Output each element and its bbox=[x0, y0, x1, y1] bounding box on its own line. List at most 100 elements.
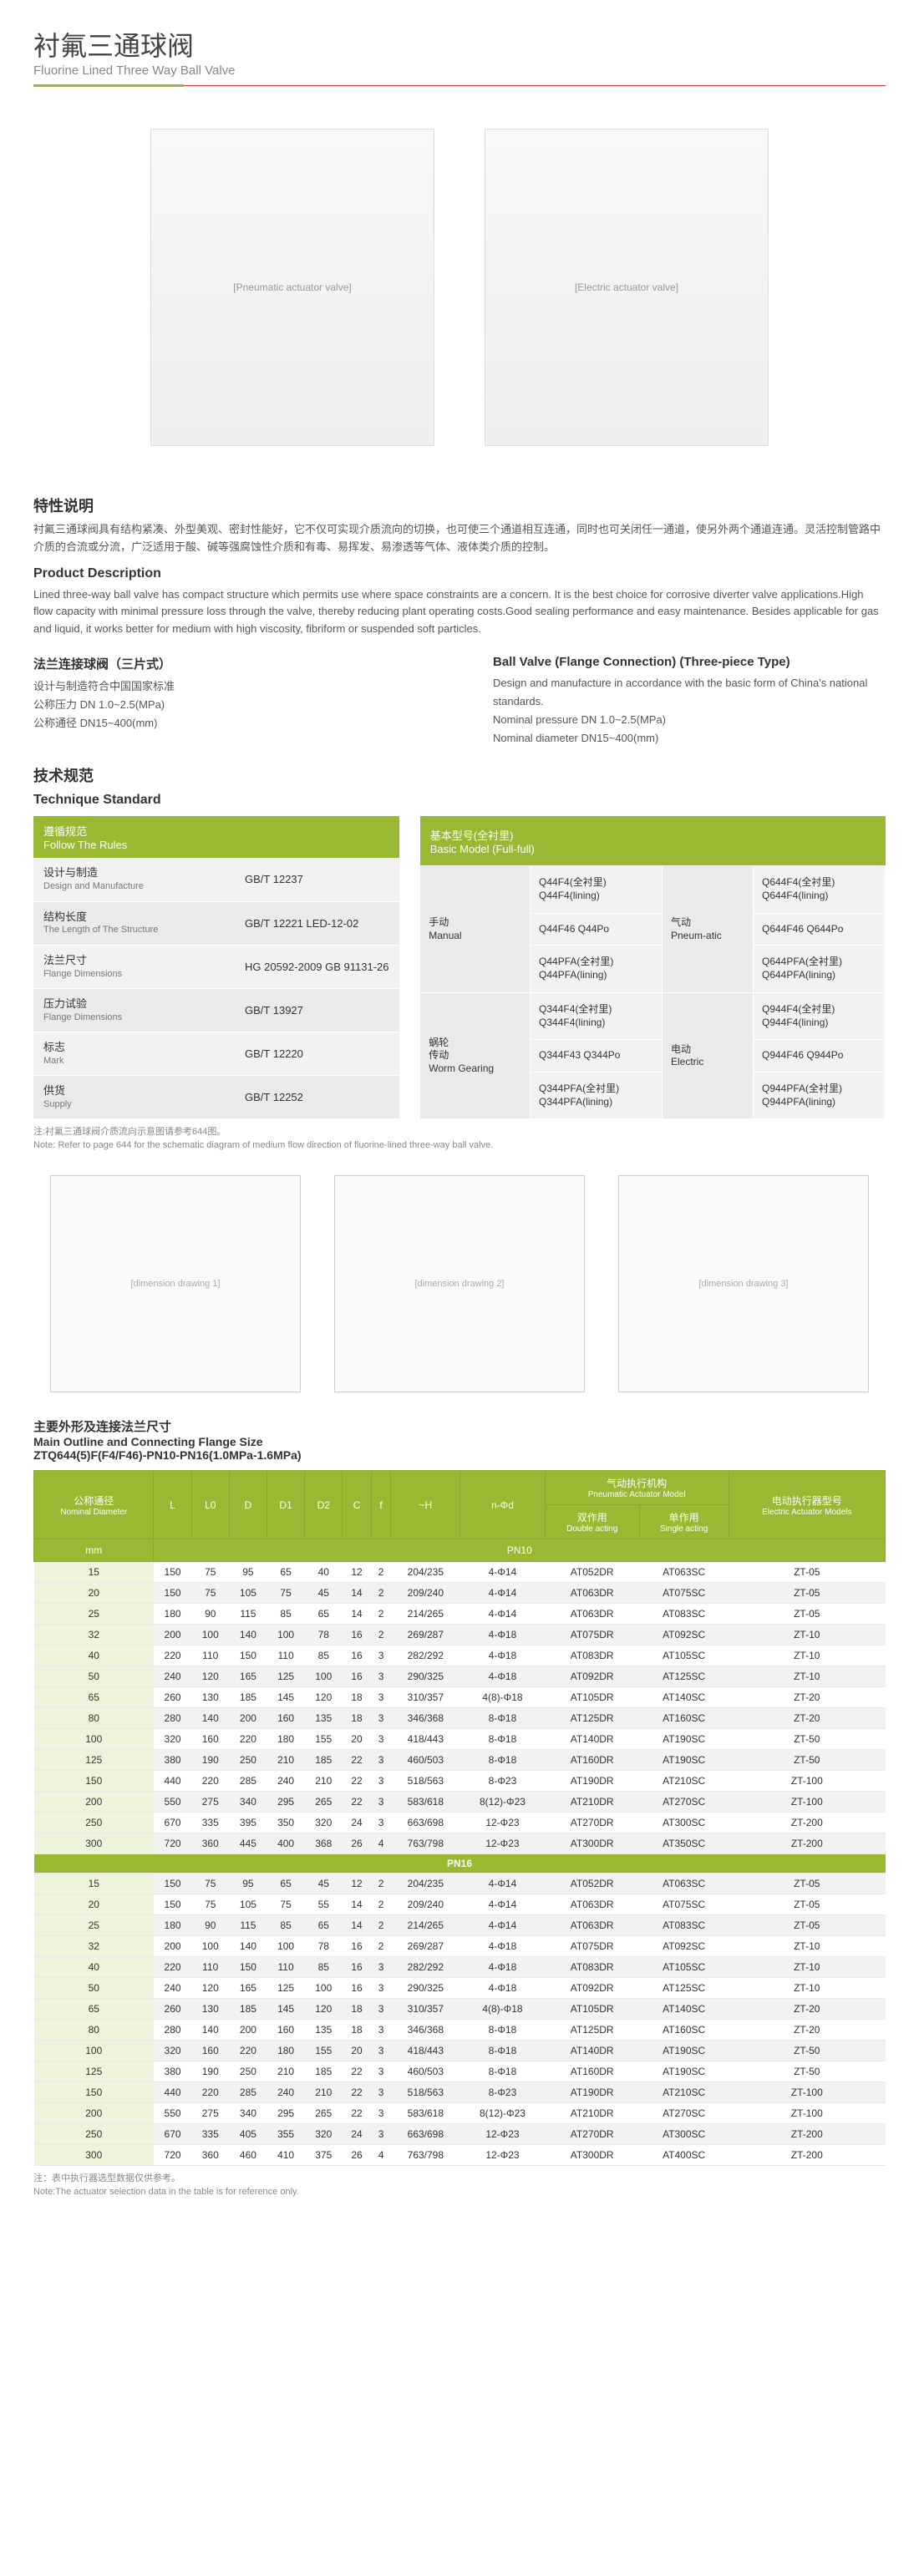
table-row: 150440220285240210223518/5638-Φ23AT190DR… bbox=[34, 1771, 886, 1792]
table-cell: 200 bbox=[154, 1936, 191, 1957]
table-cell: 22 bbox=[343, 2061, 371, 2082]
table-cell: 275 bbox=[191, 1792, 229, 1813]
table-cell: 85 bbox=[305, 1645, 343, 1666]
table-cell: 335 bbox=[191, 1813, 229, 1833]
table-cell: 155 bbox=[305, 2041, 343, 2061]
table-cell: 3 bbox=[371, 1813, 391, 1833]
table-cell: 180 bbox=[154, 1604, 191, 1625]
table-cell: 80 bbox=[34, 1708, 154, 1729]
table-cell: AT270DR bbox=[545, 2124, 639, 2145]
table-cell: AT270DR bbox=[545, 1813, 639, 1833]
flange-left-l0: 设计与制造符合中国国家标准 bbox=[33, 677, 426, 696]
model-cell: Q944F4(全衬里) Q944F4(lining) bbox=[754, 992, 886, 1040]
flange-left-l1: 公称压力 DN 1.0~2.5(MPa) bbox=[33, 696, 426, 714]
flange-right-l0: Design and manufacture in accordance wit… bbox=[493, 674, 886, 711]
table-row: 3220010014010078162269/2874-Φ18AT075DRAT… bbox=[34, 1625, 886, 1645]
table-cell: 340 bbox=[229, 2103, 267, 2124]
table-cell: 32 bbox=[34, 1936, 154, 1957]
rules-value: GB/T 12221 LED-12-02 bbox=[235, 901, 399, 945]
table-cell: AT210SC bbox=[639, 2082, 729, 2103]
table-row: 250670335405355320243663/69812-Φ23AT270D… bbox=[34, 2124, 886, 2145]
table-cell: ZT-05 bbox=[729, 1604, 885, 1625]
table-cell: 8-Φ18 bbox=[460, 1729, 545, 1750]
table-cell: 3 bbox=[371, 1729, 391, 1750]
table-cell: 12-Φ23 bbox=[460, 2145, 545, 2166]
table-cell: AT160DR bbox=[545, 2061, 639, 2082]
table-cell: 185 bbox=[229, 1687, 267, 1708]
table-cell: ZT-05 bbox=[729, 1915, 885, 1936]
product-images: [Pneumatic actuator valve] [Electric act… bbox=[33, 104, 886, 479]
table-cell: 209/240 bbox=[391, 1583, 460, 1604]
rules-value: GB/T 12237 bbox=[235, 858, 399, 901]
table-cell: 65 bbox=[267, 1562, 305, 1583]
table-cell: 220 bbox=[229, 1729, 267, 1750]
table-cell: 395 bbox=[229, 1813, 267, 1833]
table-cell: ZT-100 bbox=[729, 1792, 885, 1813]
table-cell: 12-Φ23 bbox=[460, 1813, 545, 1833]
table-cell: 20 bbox=[34, 1583, 154, 1604]
table-cell: ZT-05 bbox=[729, 1894, 885, 1915]
table-row: 100320160220180155203418/4438-Φ18AT140DR… bbox=[34, 2041, 886, 2061]
table-cell: 583/618 bbox=[391, 1792, 460, 1813]
table-cell: 85 bbox=[267, 1915, 305, 1936]
table-cell: 269/287 bbox=[391, 1625, 460, 1645]
product-image-right: [Electric actuator valve] bbox=[485, 129, 769, 446]
table-cell: 180 bbox=[267, 1729, 305, 1750]
table-cell: 18 bbox=[343, 2020, 371, 2041]
table-cell: 165 bbox=[229, 1978, 267, 1999]
table-cell: AT210SC bbox=[639, 1771, 729, 1792]
th-col: D bbox=[229, 1471, 267, 1539]
table-cell: 75 bbox=[191, 1583, 229, 1604]
table-cell: AT160DR bbox=[545, 1750, 639, 1771]
table-cell: 200 bbox=[229, 1708, 267, 1729]
table-row: 250670335395350320243663/69812-Φ23AT270D… bbox=[34, 1813, 886, 1833]
table-cell: 150 bbox=[34, 1771, 154, 1792]
table-cell: 50 bbox=[34, 1978, 154, 1999]
table-cell: 340 bbox=[229, 1792, 267, 1813]
table-cell: 265 bbox=[305, 2103, 343, 2124]
table-cell: 115 bbox=[229, 1604, 267, 1625]
table-row: 65260130185145120183310/3574(8)-Φ18AT105… bbox=[34, 1687, 886, 1708]
table-cell: 22 bbox=[343, 1750, 371, 1771]
model-cell: Q44F46 Q44Po bbox=[531, 913, 663, 945]
table-cell: 368 bbox=[305, 1833, 343, 1854]
table-cell: 335 bbox=[191, 2124, 229, 2145]
table-cell: 150 bbox=[154, 1583, 191, 1604]
table-cell: 346/368 bbox=[391, 1708, 460, 1729]
table-cell: AT092SC bbox=[639, 1936, 729, 1957]
table-cell: 4-Φ14 bbox=[460, 1894, 545, 1915]
table-cell: 120 bbox=[191, 1978, 229, 1999]
table-cell: AT125DR bbox=[545, 2020, 639, 2041]
table-cell: 8(12)-Φ23 bbox=[460, 1792, 545, 1813]
table-cell: 204/235 bbox=[391, 1874, 460, 1894]
table-cell: 120 bbox=[191, 1666, 229, 1687]
table-cell: 2 bbox=[371, 1894, 391, 1915]
table-cell: 14 bbox=[343, 1894, 371, 1915]
table-cell: 285 bbox=[229, 1771, 267, 1792]
table-cell: ZT-100 bbox=[729, 2082, 885, 2103]
rules-value: HG 20592-2009 GB 91131-26 bbox=[235, 945, 399, 988]
table-cell: 2 bbox=[371, 1936, 391, 1957]
table-cell: AT063DR bbox=[545, 1915, 639, 1936]
table-cell: ZT-10 bbox=[729, 1666, 885, 1687]
table-cell: 3 bbox=[371, 1708, 391, 1729]
table-cell: 135 bbox=[305, 2020, 343, 2041]
table-cell: AT052DR bbox=[545, 1562, 639, 1583]
table-cell: 8-Φ23 bbox=[460, 1771, 545, 1792]
table-cell: AT270SC bbox=[639, 1792, 729, 1813]
table-cell: ZT-10 bbox=[729, 1978, 885, 1999]
table-row: 150440220285240210223518/5638-Φ23AT190DR… bbox=[34, 2082, 886, 2103]
model-cell: Q44F4(全衬里) Q44F4(lining) bbox=[531, 866, 663, 914]
flange-left-h: 法兰连接球阀（三片式） bbox=[33, 655, 426, 672]
table-row: 20150751057545142209/2404-Φ14AT063DRAT07… bbox=[34, 1583, 886, 1604]
table-cell: 65 bbox=[305, 1915, 343, 1936]
rules-value: GB/T 12252 bbox=[235, 1076, 399, 1119]
table-cell: 290/325 bbox=[391, 1666, 460, 1687]
table-cell: 445 bbox=[229, 1833, 267, 1854]
features-body-cn: 衬氟三通球阀具有结构紧凑、外型美观、密封性能好，它不仅可实现介质流向的切换，也可… bbox=[33, 521, 886, 556]
table-cell: 22 bbox=[343, 1792, 371, 1813]
table-cell: 16 bbox=[343, 1978, 371, 1999]
features-title-cn: 特性说明 bbox=[33, 494, 886, 516]
page-title-cn: 衬氟三通球阀 bbox=[33, 25, 886, 63]
table-cell: 40 bbox=[34, 1645, 154, 1666]
